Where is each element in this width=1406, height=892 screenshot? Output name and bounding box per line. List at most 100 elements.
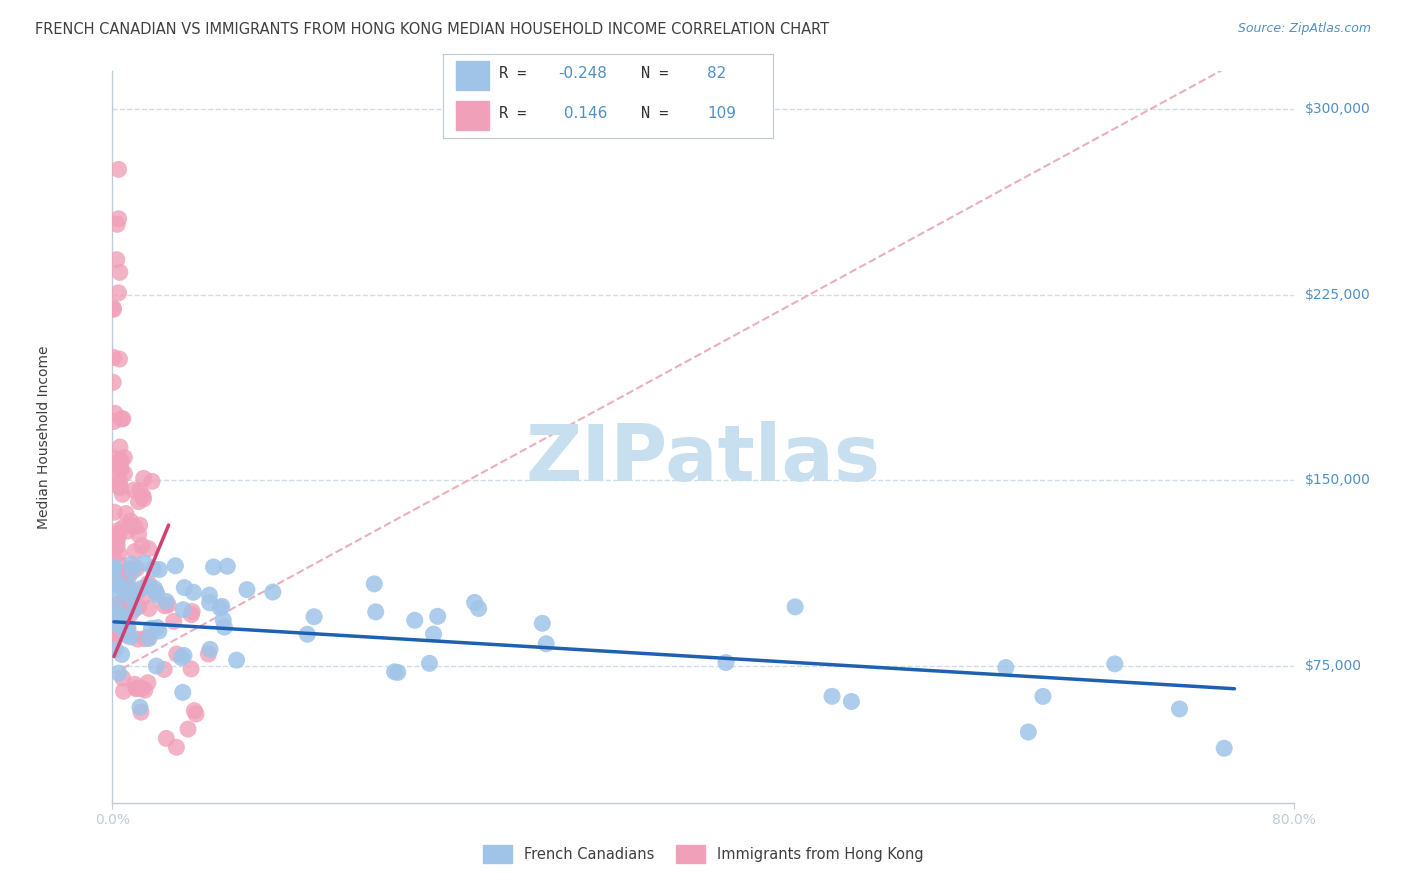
Point — [166, 647, 188, 661]
Point — [104, 566, 127, 580]
Point — [103, 616, 125, 631]
Point — [467, 601, 489, 615]
Point — [125, 681, 148, 696]
Point — [111, 648, 134, 662]
Point — [134, 556, 156, 570]
Point — [110, 453, 132, 467]
Point — [124, 677, 146, 691]
Point — [103, 540, 125, 554]
Point — [103, 451, 125, 466]
Point — [128, 527, 150, 541]
Point — [155, 731, 177, 746]
Point — [108, 616, 131, 631]
Point — [170, 650, 193, 665]
Point — [136, 579, 159, 593]
Point — [173, 648, 195, 663]
Point — [117, 524, 139, 538]
Point — [155, 594, 177, 608]
Point — [110, 462, 132, 476]
Point — [104, 599, 127, 614]
Point — [785, 599, 807, 614]
Point — [108, 627, 131, 641]
Point — [131, 539, 153, 553]
Point — [104, 406, 127, 420]
Point — [136, 631, 159, 645]
Point — [163, 615, 186, 629]
Point — [104, 615, 127, 630]
Point — [387, 665, 409, 680]
Point — [125, 561, 148, 575]
Point — [111, 613, 134, 627]
Point — [128, 483, 150, 498]
Point — [108, 475, 131, 489]
Point — [115, 586, 138, 600]
Point — [105, 539, 128, 553]
Point — [108, 352, 131, 367]
Point — [117, 624, 139, 638]
Point — [136, 675, 159, 690]
Point — [118, 581, 141, 595]
Point — [103, 543, 125, 558]
Text: 82: 82 — [707, 66, 727, 81]
Point — [105, 217, 128, 231]
Text: -0.248: -0.248 — [558, 66, 607, 81]
Point — [110, 481, 132, 495]
Point — [129, 700, 152, 714]
Bar — [456, 101, 489, 130]
Point — [262, 585, 284, 599]
Point — [114, 625, 136, 640]
Point — [105, 252, 128, 267]
Text: N =: N = — [641, 66, 668, 81]
Point — [124, 588, 146, 602]
Point — [107, 211, 129, 226]
Text: R =: R = — [499, 66, 526, 81]
Point — [211, 599, 233, 614]
Text: Source: ZipAtlas.com: Source: ZipAtlas.com — [1237, 22, 1371, 36]
Point — [108, 547, 131, 561]
Point — [107, 524, 129, 538]
Point — [138, 576, 160, 591]
Text: 0.146: 0.146 — [558, 106, 607, 121]
Point — [172, 685, 194, 699]
Point — [120, 607, 142, 621]
Point — [202, 560, 225, 574]
Point — [117, 569, 139, 583]
Point — [127, 584, 149, 599]
Point — [104, 642, 127, 657]
Point — [129, 705, 152, 719]
Point — [142, 562, 165, 576]
Point — [198, 642, 221, 657]
Point — [143, 582, 166, 596]
Point — [103, 563, 125, 577]
Point — [105, 536, 128, 550]
Point — [103, 574, 125, 589]
Point — [107, 530, 129, 544]
Point — [103, 599, 125, 614]
Point — [108, 480, 131, 494]
Point — [181, 605, 204, 619]
Point — [131, 581, 153, 595]
Point — [103, 505, 125, 519]
Point — [148, 563, 170, 577]
Point — [153, 599, 176, 613]
Point — [128, 518, 150, 533]
Point — [131, 681, 153, 696]
Point — [363, 577, 385, 591]
Text: Median Household Income: Median Household Income — [37, 345, 51, 529]
Point — [108, 596, 131, 610]
Point — [714, 656, 737, 670]
Point — [145, 659, 167, 673]
Point — [120, 514, 142, 528]
Point — [124, 544, 146, 558]
Point — [114, 577, 136, 591]
Point — [103, 560, 125, 574]
Point — [114, 613, 136, 627]
Point — [177, 722, 200, 736]
Point — [146, 621, 169, 635]
Point — [112, 450, 135, 465]
Point — [172, 603, 194, 617]
Point — [111, 487, 134, 501]
Point — [132, 471, 155, 485]
Text: $300,000: $300,000 — [1305, 102, 1371, 116]
Point — [134, 632, 156, 646]
